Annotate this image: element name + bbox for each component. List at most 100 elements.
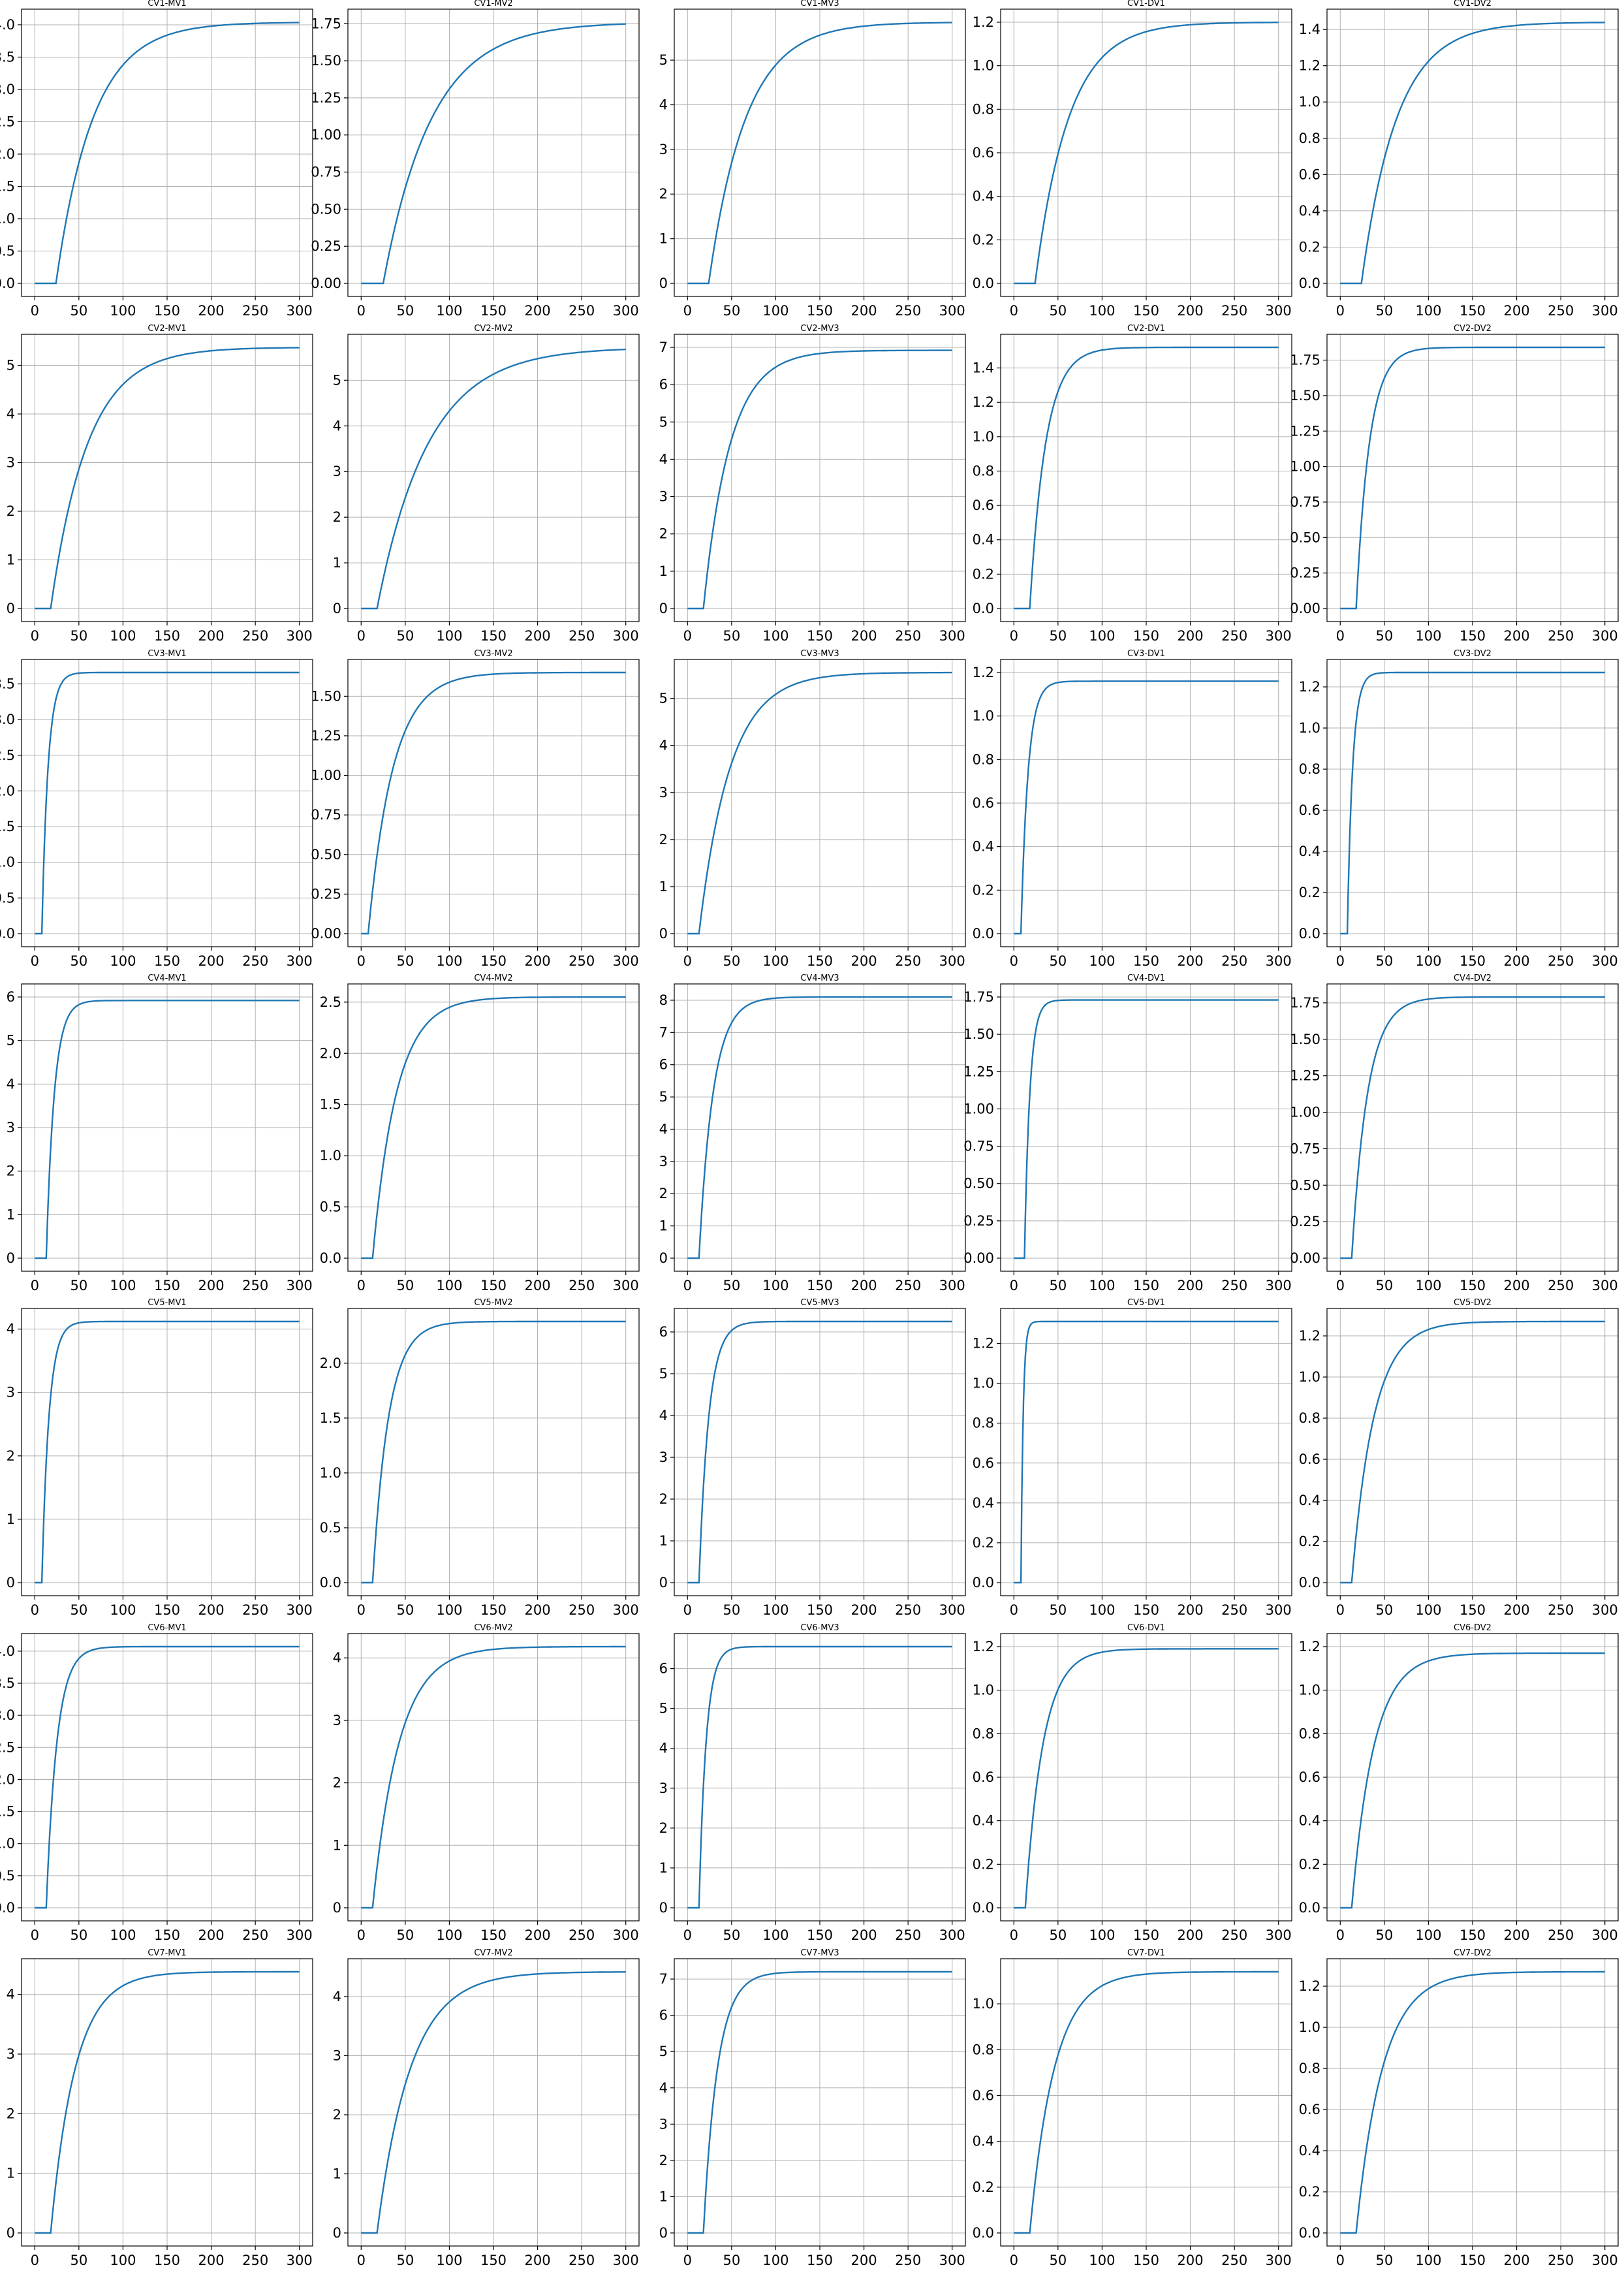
x-tick-label: 200 xyxy=(198,303,225,319)
x-tick-label: 50 xyxy=(70,1927,87,1943)
y-tick-label: 1.0 xyxy=(973,1996,994,2012)
x-tick-label: 150 xyxy=(807,1278,833,1293)
step-response-line xyxy=(1014,1320,1279,1584)
x-tick-label: 100 xyxy=(762,1602,789,1618)
y-tick-label: 0.6 xyxy=(973,498,994,513)
x-tick-label: 300 xyxy=(939,2253,965,2268)
x-tick-label: 250 xyxy=(1221,628,1247,644)
x-tick-label: 250 xyxy=(569,2253,595,2268)
step-response-line xyxy=(1014,999,1279,1259)
x-tick-label: 250 xyxy=(1548,628,1574,644)
y-tick-label: 1.50 xyxy=(1290,388,1320,403)
y-tick-label: 0.4 xyxy=(973,189,994,204)
x-tick-label: 100 xyxy=(1089,303,1115,319)
x-tick-label: 100 xyxy=(762,303,789,319)
y-tick-label: 0.6 xyxy=(1299,2102,1320,2117)
x-tick-label: 200 xyxy=(1504,2253,1530,2268)
x-tick-label: 0 xyxy=(31,303,39,319)
y-tick-label: 0.2 xyxy=(973,1856,994,1872)
subplot-title: CV1-MV2 xyxy=(474,0,512,8)
y-tick-label: 1.00 xyxy=(1290,459,1320,475)
y-tick-label: 0.25 xyxy=(311,886,341,902)
step-response-line xyxy=(1340,671,1605,935)
y-tick-label: 4 xyxy=(659,1121,668,1137)
y-tick-label: 0.0 xyxy=(320,1250,341,1266)
step-response-line xyxy=(35,1645,300,1909)
y-tick-label: 2.5 xyxy=(0,748,15,763)
y-tick-label: 5 xyxy=(659,52,668,68)
y-tick-label: 4 xyxy=(659,1408,668,1423)
x-tick-label: 0 xyxy=(357,1927,366,1943)
y-tick-label: 2.5 xyxy=(320,994,341,1010)
y-tick-label: 0.8 xyxy=(973,463,994,479)
subplot-cv5-mv1: CV5-MV1 0 50 100 150 200 250 300 0 1 2 3 4 xyxy=(7,1298,313,1618)
x-tick-label: 150 xyxy=(1133,303,1159,319)
y-tick-label: 3.5 xyxy=(0,49,15,65)
y-tick-label: 4 xyxy=(7,1076,15,1092)
y-tick-label: 2 xyxy=(7,1448,15,1464)
y-tick-label: 1.0 xyxy=(1299,2019,1320,2035)
x-tick-label: 150 xyxy=(807,1602,833,1618)
x-tick-label: 0 xyxy=(1010,1602,1018,1618)
x-tick-label: 0 xyxy=(357,628,366,644)
y-tick-label: 0.50 xyxy=(1290,530,1320,545)
x-tick-label: 250 xyxy=(569,1602,595,1618)
y-tick-label: 0.2 xyxy=(1299,2184,1320,2200)
y-tick-label: 1.00 xyxy=(311,127,341,143)
subplot-title: CV7-DV2 xyxy=(1454,1948,1491,1958)
x-tick-label: 150 xyxy=(154,628,180,644)
y-tick-label: 0.0 xyxy=(0,1900,15,1916)
y-tick-label: 0.2 xyxy=(973,566,994,582)
subplot-title: CV4-DV1 xyxy=(1127,973,1165,983)
x-tick-label: 50 xyxy=(723,2253,740,2268)
y-tick-label: 0.6 xyxy=(973,2087,994,2103)
x-tick-label: 300 xyxy=(939,1602,965,1618)
y-tick-label: 6 xyxy=(659,2008,668,2023)
x-tick-label: 300 xyxy=(613,1927,639,1943)
y-tick-label: 0.0 xyxy=(1299,1900,1320,1916)
y-tick-label: 0.4 xyxy=(973,1813,994,1829)
x-tick-label: 200 xyxy=(525,1278,551,1293)
subplot-cv3-dv1: CV3-DV1 0 50 100 150 200 250 300 0.0 0.2 0.4 0.6 0.8… xyxy=(973,649,1292,969)
y-tick-label: 0.75 xyxy=(1290,494,1320,510)
subplot-title: CV6-MV3 xyxy=(800,1623,839,1633)
subplot-cv6-mv3: CV6-MV3 0 50 100 150 200 250 300 0 1 2 3 4 5 6 xyxy=(659,1623,966,1943)
x-tick-label: 150 xyxy=(154,1278,180,1293)
subplot-cv1-mv1: CV1-MV1 0 50 100 150 200 250 300 0.0 0.5 1.0 1.5 2.0… xyxy=(0,0,313,319)
x-tick-label: 200 xyxy=(198,2253,225,2268)
x-tick-label: 200 xyxy=(851,953,877,969)
step-response-line xyxy=(361,671,626,935)
y-tick-label: 0.8 xyxy=(1299,761,1320,777)
subplot-cv4-dv1: CV4-DV1 0 50 100 150 200 250 300 0.00 0.25 0.50 0.7… xyxy=(963,973,1292,1293)
y-tick-label: 2 xyxy=(659,1491,668,1507)
step-response-line xyxy=(687,996,952,1259)
y-tick-label: 1.0 xyxy=(1299,720,1320,736)
x-tick-label: 300 xyxy=(1592,303,1618,319)
y-tick-label: 2 xyxy=(659,1820,668,1836)
x-tick-label: 300 xyxy=(1266,1927,1292,1943)
y-tick-label: 5 xyxy=(659,1366,668,1382)
y-tick-label: 3 xyxy=(659,785,668,800)
y-tick-label: 2 xyxy=(333,2107,341,2123)
step-response-line xyxy=(687,1970,952,2234)
y-tick-label: 0.6 xyxy=(1299,166,1320,182)
subplot-cv3-mv2: CV3-MV2 0 50 100 150 200 250 300 0.00 0.25 0.50 0.7… xyxy=(311,649,640,969)
x-tick-label: 100 xyxy=(762,2253,789,2268)
x-tick-label: 250 xyxy=(1221,2253,1247,2268)
x-tick-label: 100 xyxy=(1415,303,1441,319)
y-tick-label: 4 xyxy=(333,1650,341,1666)
y-tick-label: 4 xyxy=(7,1321,15,1337)
subplot-cv2-dv1: CV2-DV1 0 50 100 150 200 250 300 0.0 0.2 0.4 0.6 0.8… xyxy=(973,324,1292,644)
y-tick-label: 3 xyxy=(7,455,15,471)
y-tick-label: 1.0 xyxy=(320,1465,341,1481)
y-tick-label: 3 xyxy=(333,2048,341,2064)
x-tick-label: 0 xyxy=(683,953,692,969)
y-tick-label: 1.2 xyxy=(1299,1978,1320,1994)
y-tick-label: 1.50 xyxy=(1290,1032,1320,1047)
step-response-line xyxy=(361,996,626,1259)
y-tick-label: 1.25 xyxy=(1290,1068,1320,1084)
y-tick-label: 1.75 xyxy=(1290,995,1320,1011)
subplot-title: CV1-MV1 xyxy=(148,0,186,8)
x-tick-label: 100 xyxy=(110,303,136,319)
y-tick-label: 2 xyxy=(333,1775,341,1791)
